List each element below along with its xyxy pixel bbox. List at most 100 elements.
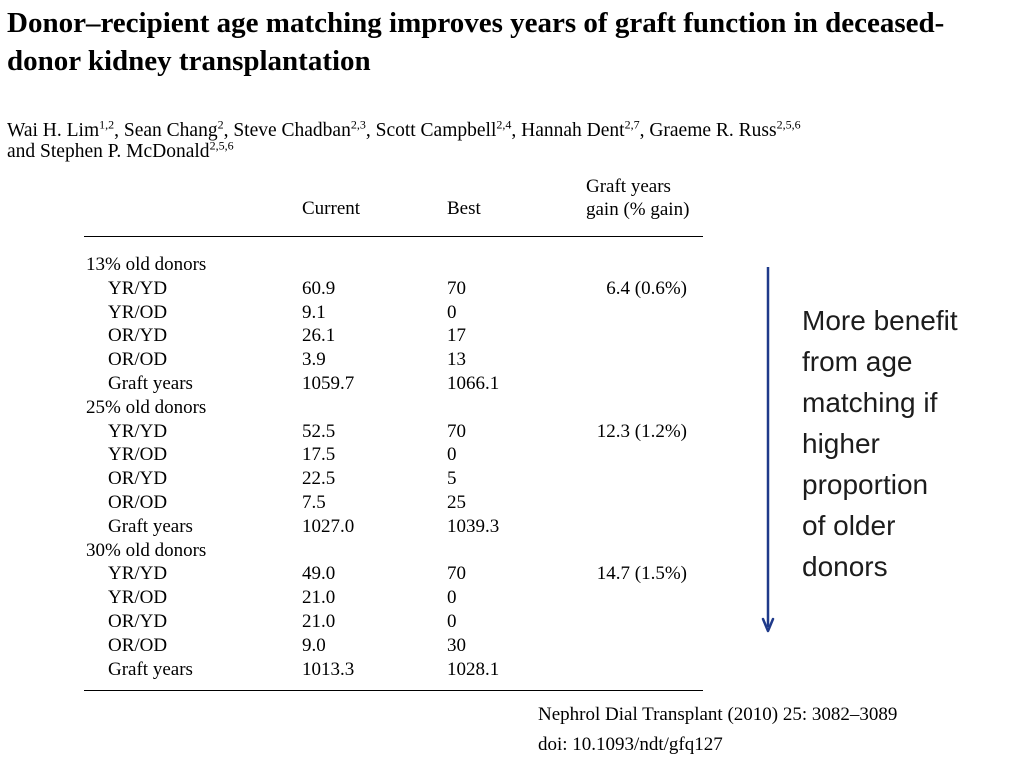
- side-note-line: donors: [802, 551, 888, 582]
- side-note-line: More benefit: [802, 305, 958, 336]
- author-affiliation: 2: [217, 117, 224, 132]
- cell-current: 49.0: [302, 563, 336, 585]
- row-label: OR/OD: [108, 634, 168, 656]
- table-row: OR/OD 3.9 13: [0, 348, 760, 372]
- cell-current: 3.9: [302, 349, 326, 371]
- cell-current: 52.5: [302, 420, 336, 442]
- table-row: YR/YD 49.0 70 14.7 (1.5%): [0, 562, 760, 586]
- col-header-best: Best: [447, 198, 481, 219]
- author-affiliation: 2,7: [624, 117, 640, 132]
- author-affiliation: 2,5,6: [776, 117, 801, 132]
- table-group-row: 13% old donors: [0, 253, 760, 277]
- table-top-rule: [84, 236, 703, 237]
- author-name: Scott Campbell: [375, 120, 497, 141]
- table-row: OR/OD 7.5 25: [0, 491, 760, 515]
- table-row: OR/YD 22.5 5: [0, 467, 760, 491]
- cell-gain: 14.7 (1.5%): [596, 563, 687, 585]
- row-label: Graft years: [108, 515, 193, 537]
- author-name: Wai H. Lim: [7, 120, 100, 141]
- table-row: YR/OD 17.5 0: [0, 443, 760, 467]
- cell-current: 1059.7: [302, 373, 355, 394]
- row-label: OR/OD: [108, 349, 168, 371]
- row-label: YR/OD: [108, 587, 168, 609]
- row-label: OR/YD: [108, 468, 168, 490]
- author-name: Graeme R. Russ: [649, 120, 777, 141]
- cell-current: 21.0: [302, 611, 336, 632]
- citation-doi: doi: 10.1093/ndt/gfq127: [538, 734, 723, 755]
- row-label: 13% old donors: [86, 254, 207, 275]
- side-note: More benefit from age matching if higher pro…: [802, 300, 1007, 587]
- row-label: YR/OD: [108, 444, 168, 466]
- row-label: Graft years: [108, 373, 193, 394]
- row-label: OR/YD: [108, 325, 168, 347]
- table-row: OR/OD 9.0 30: [0, 634, 760, 658]
- side-note-line: higher: [802, 428, 880, 459]
- side-note-line: proportion: [802, 469, 929, 500]
- table-row: OR/YD 21.0 0: [0, 610, 760, 634]
- cell-best: 1028.1: [447, 658, 500, 680]
- col-header-current: Current: [302, 198, 361, 219]
- cell-gain: 12.3 (1.2%): [596, 420, 687, 442]
- table-row: YR/OD 21.0 0: [0, 586, 760, 610]
- cell-best: 1039.3: [447, 515, 500, 537]
- cell-current: 1027.0: [302, 515, 355, 537]
- cell-best: 70: [447, 563, 466, 585]
- author-name: Hannah Dent: [521, 120, 625, 141]
- row-label: YR/YD: [108, 563, 168, 585]
- row-label: OR/YD: [108, 611, 168, 632]
- author-affiliation: 1,2: [99, 117, 115, 132]
- cell-current: 21.0: [302, 587, 336, 609]
- table-bottom-rule: [84, 690, 703, 691]
- table-row: Graft years 1013.3 1028.1: [0, 658, 760, 682]
- col-header-gain: Graft years gain (% gain): [586, 175, 689, 221]
- row-label: OR/OD: [108, 492, 168, 513]
- author-affiliation: 2,4: [496, 117, 512, 132]
- cell-best: 17: [447, 325, 466, 347]
- cell-current: 17.5: [302, 444, 336, 466]
- cell-current: 1013.3: [302, 658, 355, 680]
- cell-best: 0: [447, 587, 457, 609]
- side-note-line: of older: [802, 510, 896, 541]
- paper-title: Donor–recipient age matching improves ye…: [7, 7, 945, 77]
- cell-best: 0: [447, 611, 457, 632]
- cell-best: 0: [447, 301, 457, 323]
- table-row: Graft years 1027.0 1039.3: [0, 515, 760, 539]
- row-label: YR/YD: [108, 277, 168, 299]
- author-name: Steve Chadban: [233, 120, 351, 141]
- cell-best: 5: [447, 468, 457, 490]
- table-row: YR/YD 52.5 70 12.3 (1.2%): [0, 420, 760, 444]
- cell-current: 60.9: [302, 277, 336, 299]
- cell-best: 70: [447, 277, 466, 299]
- cell-current: 22.5: [302, 468, 336, 490]
- author-affiliation: 2,3: [350, 117, 366, 132]
- cell-best: 25: [447, 492, 466, 513]
- cell-best: 13: [447, 349, 466, 371]
- author-name: Stephen P. McDonald: [40, 141, 210, 162]
- table-row: OR/YD 26.1 17: [0, 324, 760, 348]
- author-name: Sean Chang: [123, 120, 218, 141]
- table-group-row: 30% old donors: [0, 539, 760, 563]
- author-list: Wai H. Lim1,2, Sean Chang2, Steve Chadba…: [7, 117, 801, 163]
- table-group-row: 25% old donors: [0, 396, 760, 420]
- row-label: Graft years: [108, 658, 193, 680]
- citation: Nephrol Dial Transplant (2010) 25: 3082–…: [538, 700, 897, 760]
- cell-current: 7.5: [302, 492, 326, 513]
- side-note-line: matching if: [802, 387, 938, 418]
- row-label: 25% old donors: [86, 396, 207, 418]
- cell-best: 30: [447, 634, 466, 656]
- side-note-line: from age: [802, 346, 913, 377]
- cell-current: 9.1: [302, 301, 326, 323]
- down-arrow-icon: [761, 267, 775, 633]
- col-header-gain-line2: gain (% gain): [586, 199, 690, 220]
- author-affiliation: 2,5,6: [209, 138, 234, 153]
- cell-current: 26.1: [302, 325, 336, 347]
- cell-best: 1066.1: [447, 373, 500, 394]
- row-label: YR/YD: [108, 420, 168, 442]
- cell-best: 0: [447, 444, 457, 466]
- table-row: Graft years 1059.7 1066.1: [0, 372, 760, 396]
- table-row: YR/OD 9.1 0: [0, 301, 760, 325]
- col-header-gain-line1: Graft years: [586, 176, 671, 197]
- cell-best: 70: [447, 420, 466, 442]
- row-label: YR/OD: [108, 301, 168, 323]
- cell-gain: 6.4 (0.6%): [606, 277, 687, 299]
